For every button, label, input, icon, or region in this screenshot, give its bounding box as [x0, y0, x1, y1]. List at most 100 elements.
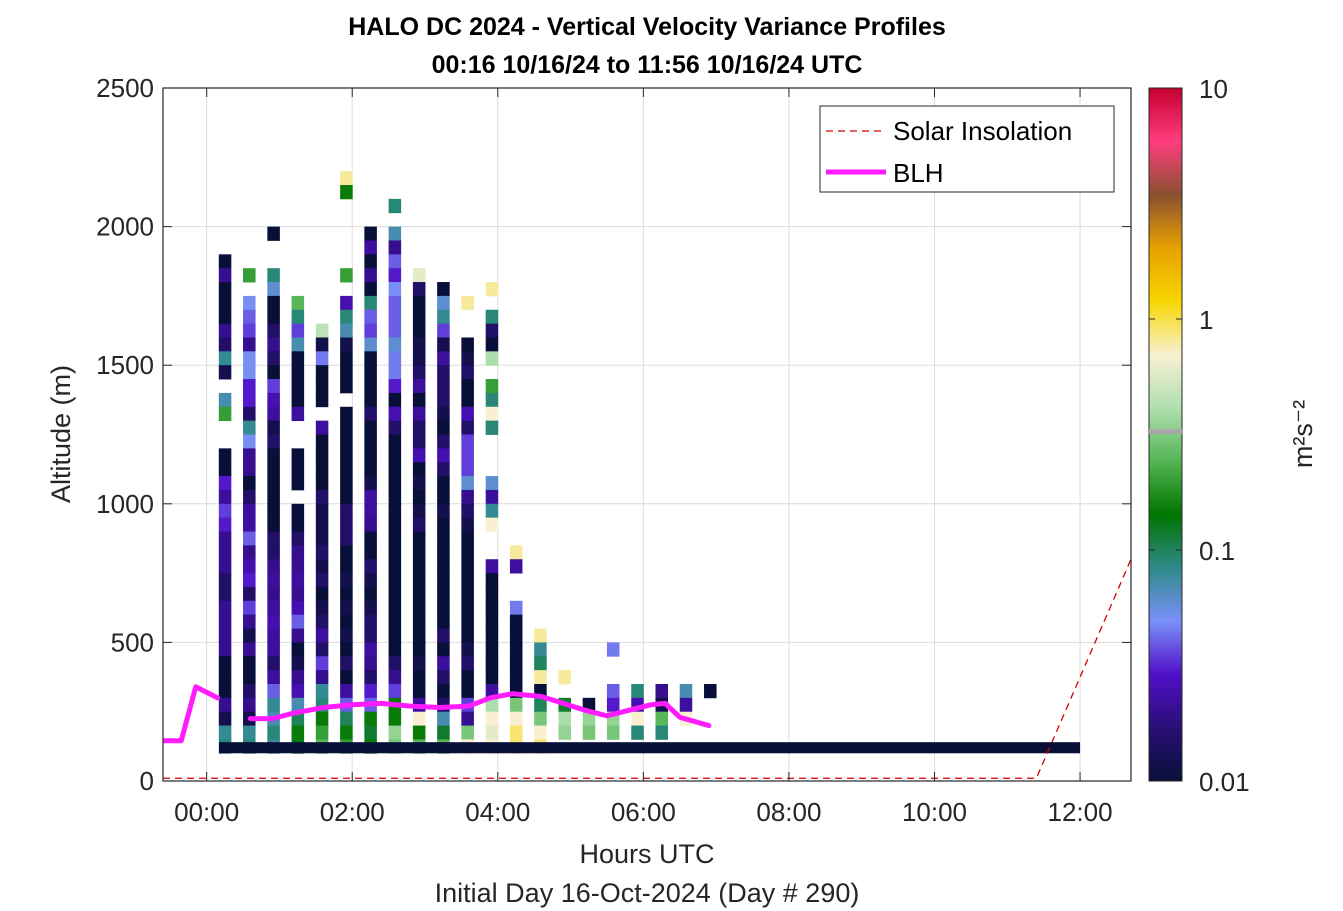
heatmap-cell [461, 628, 474, 643]
heatmap-cell [218, 503, 232, 519]
heatmap-cell [218, 642, 232, 657]
heatmap-cell [340, 323, 353, 338]
heatmap-cell [485, 351, 499, 366]
heatmap-cell [243, 683, 256, 699]
x-axis-label: Hours UTC [579, 839, 714, 869]
heatmap-cell [534, 642, 547, 657]
heatmap-cell [437, 295, 450, 311]
heatmap-cell [218, 628, 232, 643]
y-tick-label: 500 [111, 627, 154, 657]
heatmap-cell [340, 476, 353, 491]
heatmap-cell [243, 517, 256, 532]
heatmap-cell [267, 600, 280, 616]
heatmap-cell [364, 489, 377, 505]
heatmap-cell [388, 295, 402, 311]
heatmap-cell [412, 268, 426, 283]
heatmap-cell [679, 683, 693, 699]
heatmap-cell [243, 628, 256, 643]
heatmap-cell [243, 379, 256, 394]
heatmap-cell [388, 268, 402, 283]
heatmap-cell [485, 725, 499, 740]
heatmap-cell [218, 697, 232, 713]
heatmap-cell [388, 282, 402, 297]
heatmap-cell [315, 420, 329, 435]
x-axis-label-secondary: Initial Day 16-Oct-2024 (Day # 290) [435, 878, 860, 908]
heatmap-cell [485, 392, 499, 408]
heatmap-cell [218, 614, 232, 629]
chart-subtitle: 00:16 10/16/24 to 11:56 10/16/24 UTC [432, 51, 863, 79]
heatmap-cell [558, 670, 572, 685]
heatmap-cell [534, 670, 547, 685]
heatmap-cell [218, 517, 232, 532]
heatmap-cell [509, 628, 523, 643]
heatmap-cell [412, 586, 426, 602]
heatmap-cell [461, 406, 474, 422]
colorbar-gradient [1148, 87, 1183, 782]
heatmap-cell [388, 614, 402, 629]
heatmap-cell [388, 420, 402, 435]
heatmap-cell [437, 392, 450, 408]
heatmap-cell [267, 586, 280, 602]
heatmap-cell [267, 420, 280, 435]
heatmap-cell [291, 573, 305, 588]
heatmap-cell [364, 711, 377, 726]
heatmap-cell [267, 545, 280, 560]
heatmap-cell [509, 614, 523, 629]
heatmap-cell [315, 711, 329, 726]
heatmap-cell [437, 476, 450, 491]
heatmap-cell [437, 503, 450, 519]
heatmap-cell [218, 656, 232, 671]
heatmap-cell [388, 351, 402, 366]
x-tick-label: 12:00 [1048, 797, 1113, 827]
heatmap-cell [340, 670, 353, 685]
heatmap-cell [267, 517, 280, 532]
heatmap-cell [412, 503, 426, 519]
heatmap-cell [437, 656, 450, 671]
heatmap-cell [412, 670, 426, 685]
heatmap-cell [267, 282, 280, 297]
heatmap-cell [243, 725, 256, 740]
heatmap-cell [315, 683, 329, 699]
heatmap-cell [267, 434, 280, 449]
heatmap-cell [243, 268, 256, 283]
heatmap-cell [315, 462, 329, 477]
heatmap-cell [340, 309, 353, 325]
plot-frame [162, 87, 1132, 782]
heatmap-cell [291, 697, 305, 713]
heatmap-cell [340, 268, 353, 283]
heatmap-cell [340, 171, 353, 186]
heatmap-cell [267, 448, 280, 463]
heatmap-cell [243, 531, 256, 546]
heatmap-cell [243, 600, 256, 616]
heatmap-cell [485, 573, 499, 588]
heatmap-cell [315, 614, 329, 629]
heatmap-cell [461, 531, 474, 546]
heatmap-cell [243, 351, 256, 366]
heatmap-cell [437, 309, 450, 325]
heatmap-cell [364, 503, 377, 519]
heatmap-cell [388, 240, 402, 255]
heatmap-cell [437, 489, 450, 505]
legend-solar-insolation-label: Solar Insolation [893, 116, 1072, 146]
x-tick-label: 04:00 [465, 797, 530, 827]
heatmap-cell [315, 725, 329, 740]
heatmap-cell [291, 628, 305, 643]
heatmap-cell [509, 559, 523, 574]
heatmap-cell [291, 379, 305, 394]
heatmap-cell [631, 711, 644, 726]
heatmap-cell [485, 670, 499, 685]
heatmap-cell [412, 559, 426, 574]
heatmap-cell [412, 462, 426, 477]
heatmap-cell [364, 240, 377, 255]
heatmap-cell [388, 586, 402, 602]
heatmap-cell [388, 503, 402, 519]
heatmap-cell [218, 254, 232, 269]
heatmap-cell [243, 559, 256, 574]
heatmap-cell [364, 448, 377, 463]
heatmap-cell [291, 309, 305, 325]
heatmap-cell [437, 406, 450, 422]
heatmap-cell [340, 573, 353, 588]
heatmap-cell [267, 379, 280, 394]
heatmap-cell [412, 448, 426, 463]
